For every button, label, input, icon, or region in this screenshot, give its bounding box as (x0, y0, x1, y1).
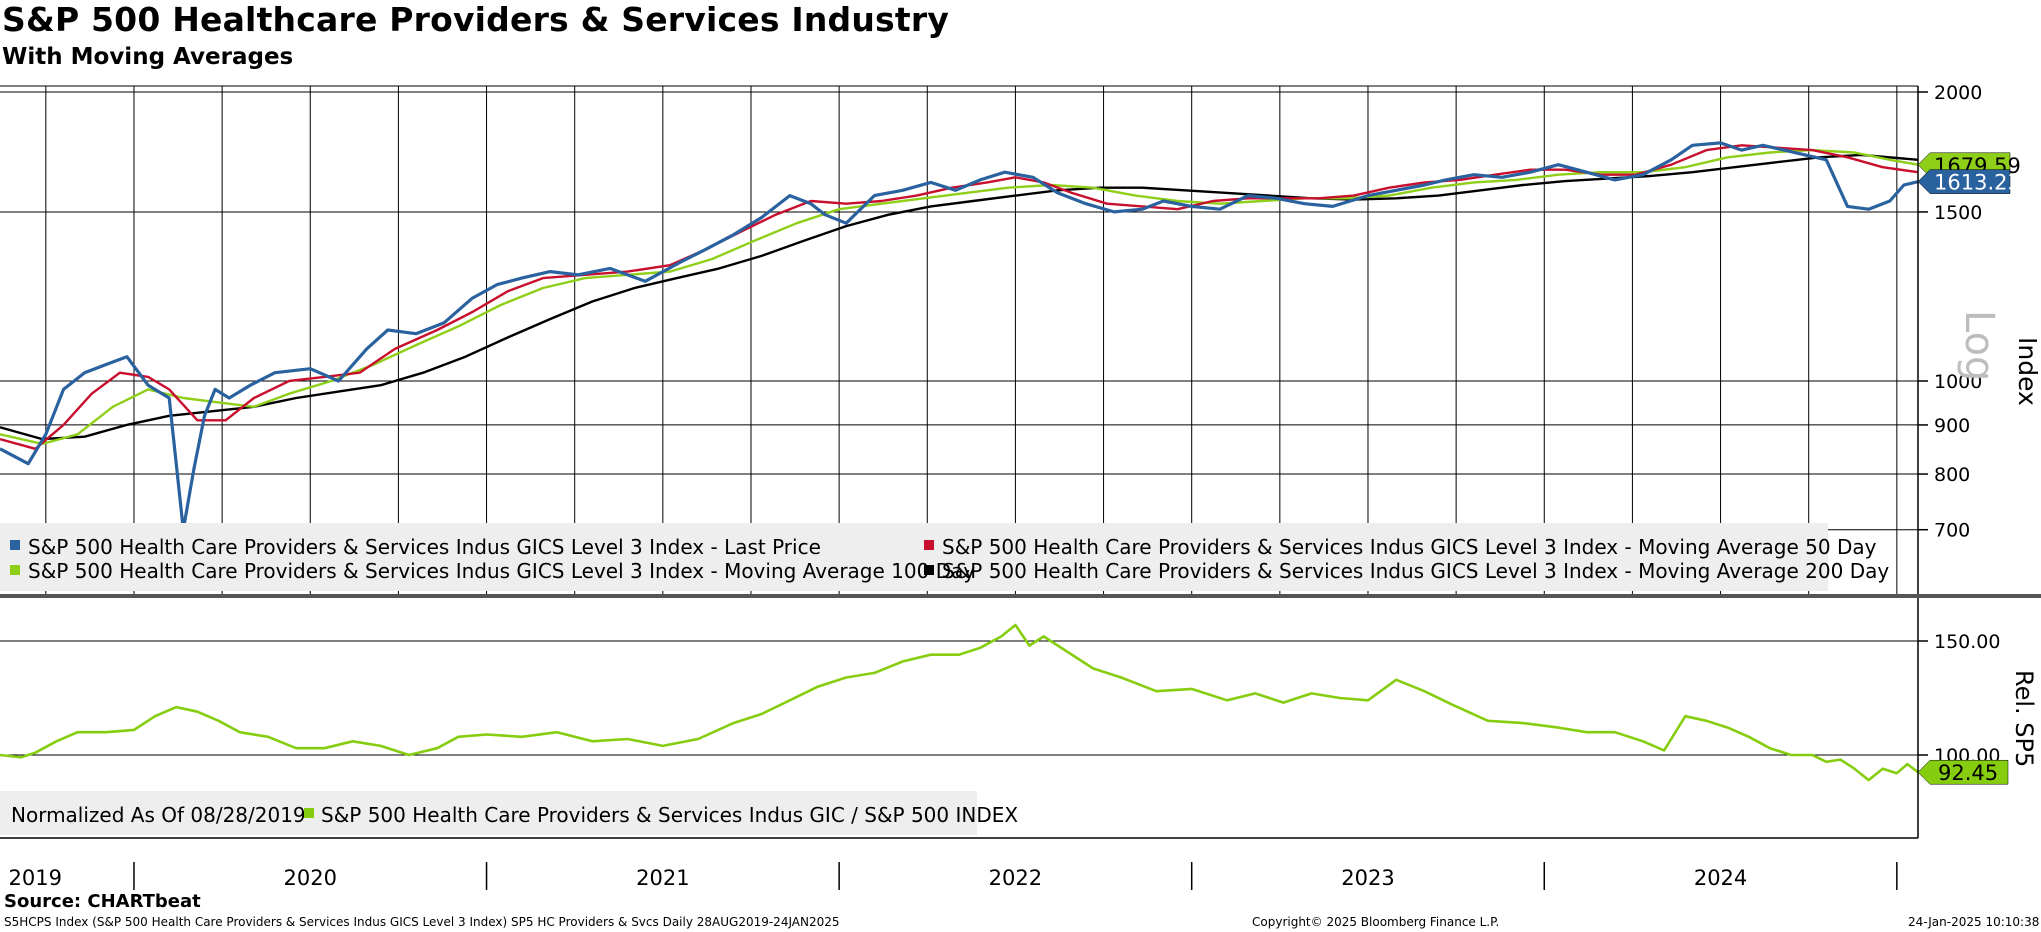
legend-label-ma100: S&P 500 Health Care Providers & Services… (28, 559, 975, 583)
chart-subtitle: With Moving Averages (2, 44, 294, 70)
main-tick-label: 2000 (1934, 82, 1982, 104)
normalized-label: Normalized As Of 08/28/2019 (11, 803, 306, 827)
relative-last-value-label: 92.45 (1938, 761, 1998, 785)
main-tick-label: 900 (1934, 415, 1970, 437)
main-tick-label: 800 (1934, 464, 1970, 486)
relative-grid (0, 640, 1918, 839)
series-relative (0, 623, 1919, 782)
year-label: 2020 (284, 866, 337, 890)
source-note: Source: CHARTbeat (4, 891, 201, 912)
chart-title: S&P 500 Healthcare Providers & Services … (2, 0, 950, 39)
copyright: Copyright© 2025 Bloomberg Finance L.P. (1252, 915, 1500, 929)
main-tick-label: 1500 (1934, 202, 1982, 224)
relative-last-value-tag: 92.45 (1917, 759, 2009, 785)
legend-swatch-ma200 (924, 565, 934, 575)
legend-swatch-last-price (10, 540, 20, 550)
legend-label-ma200: S&P 500 Health Care Providers & Services… (942, 559, 1889, 583)
scale-label: Log (1956, 310, 2002, 381)
last-value-tag-bg (1917, 169, 2011, 194)
relative-y-label: Rel. SP5 (2010, 670, 2038, 767)
legend-label-ma50: S&P 500 Health Care Providers & Services… (942, 535, 1877, 559)
timestamp: 24-Jan-2025 10:10:38 (1908, 915, 2040, 929)
legend-label-last-price: S&P 500 Health Care Providers & Services… (28, 535, 821, 559)
series-description: S5HCPS Index (S&P 500 Health Care Provid… (4, 915, 840, 929)
last-value-tag-label: 1613.23 (1934, 171, 2021, 195)
x-axis: 2019 2020 2021 2022 2023 2024 (9, 862, 1898, 890)
main-legend-box (0, 523, 1828, 591)
main-series (0, 141, 1919, 532)
relative-last-value-bg (1917, 759, 2009, 785)
year-label: 2022 (989, 866, 1042, 890)
legend-swatch-ma50 (924, 540, 934, 550)
series-ma200 (0, 153, 1919, 441)
year-label: 2024 (1694, 866, 1747, 890)
legend-swatch-ma100 (10, 565, 20, 575)
legend-swatch-relative (304, 808, 314, 818)
year-label: 2019 (9, 866, 62, 890)
panel-divider (0, 594, 2041, 598)
year-label: 2021 (636, 866, 689, 890)
main-y-label: Index (2013, 337, 2041, 406)
relative-legend-box (0, 791, 977, 835)
main-tick-label: 1000 (1934, 371, 1982, 393)
relative-tick-label: 150.00 (1934, 631, 2000, 653)
relative-series (0, 623, 1919, 782)
year-label: 2023 (1341, 866, 1394, 890)
legend-label-relative: S&P 500 Health Care Providers & Services… (321, 803, 1018, 827)
main-grid (0, 85, 1918, 594)
main-tick-label: 700 (1934, 520, 1970, 542)
series-ma100 (0, 148, 1919, 446)
main-legend: S&P 500 Health Care Providers & Services… (10, 535, 1889, 583)
series-ma50 (0, 144, 1919, 450)
series-last-price (0, 141, 1919, 532)
last-value-tag: 1613.23 (1917, 169, 2021, 195)
